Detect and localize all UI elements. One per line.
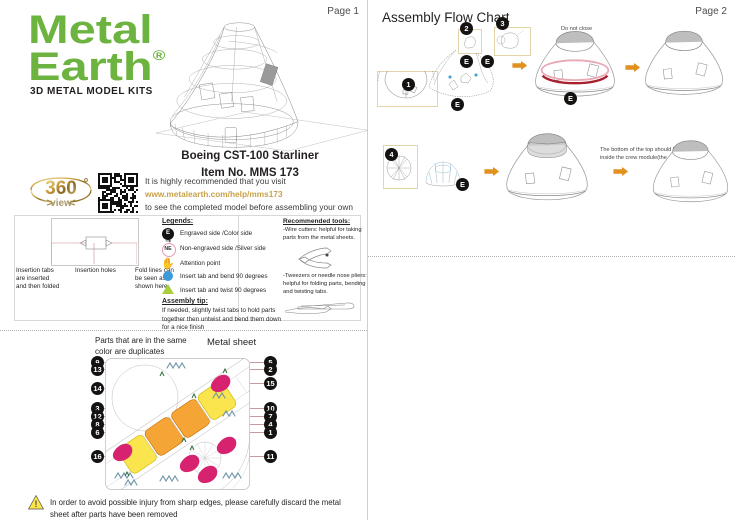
svg-text:!: ! xyxy=(35,499,38,509)
svg-text:360: 360 xyxy=(45,178,77,199)
svg-text:o: o xyxy=(84,177,88,184)
svg-text:view: view xyxy=(50,198,72,209)
